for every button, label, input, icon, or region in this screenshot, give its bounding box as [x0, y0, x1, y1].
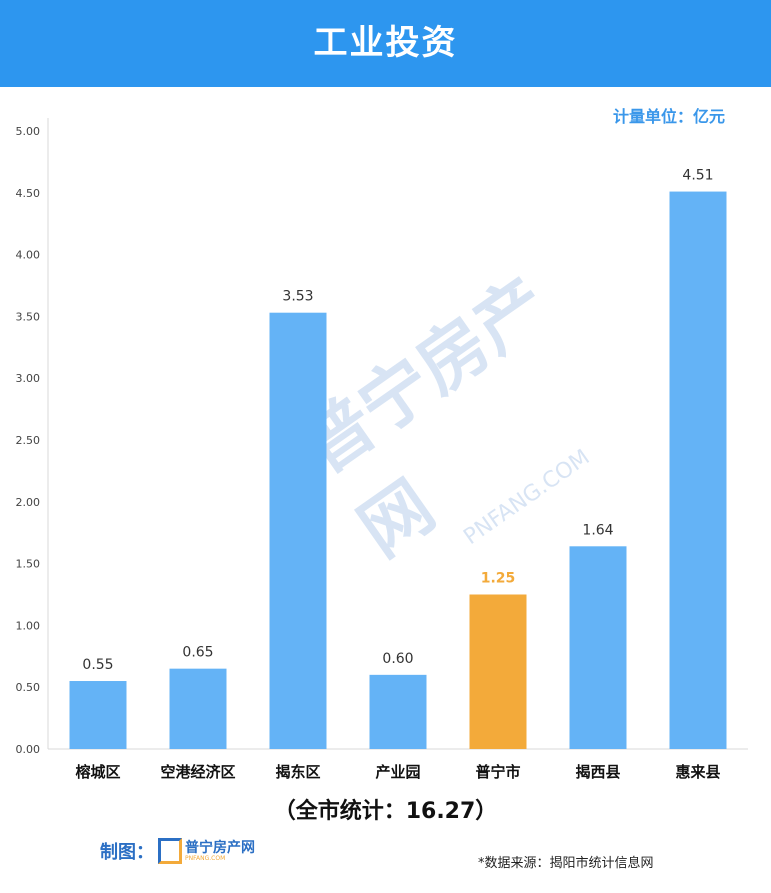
y-tick-label: 4.00 — [16, 249, 41, 262]
pnfang-logo: 普宁房产网 PNFANG.COM — [158, 838, 255, 864]
y-tick-label: 0.00 — [16, 743, 41, 756]
logo-text: 普宁房产网 — [185, 839, 255, 856]
x-tick-label: 揭西县 — [575, 763, 620, 781]
data-label: 0.60 — [382, 651, 413, 667]
bar — [469, 594, 527, 749]
bar — [269, 312, 327, 749]
data-label: 1.64 — [582, 522, 613, 538]
bar — [369, 674, 427, 749]
house-logo-icon — [158, 838, 182, 864]
maker: 制图： 普宁房产网 PNFANG.COM — [100, 838, 255, 864]
y-tick-label: 4.50 — [16, 187, 41, 200]
logo-sub: PNFANG.COM — [185, 854, 226, 862]
x-tick-label: 榕城区 — [75, 763, 120, 781]
y-tick-label: 3.50 — [16, 310, 41, 323]
y-tick-label: 1.00 — [16, 619, 41, 632]
data-label: 0.55 — [82, 657, 113, 673]
y-tick-label: 0.50 — [16, 681, 41, 694]
y-tick-label: 2.00 — [16, 496, 41, 509]
total-label: （全市统计：16.27） — [273, 799, 498, 824]
bar-chart: 0.00 0.50 1.00 1.50 2.00 2.50 3.00 3.50 4.00 4.50… — [16, 118, 748, 781]
data-label: 0.65 — [182, 645, 213, 661]
data-label: 4.51 — [682, 168, 713, 184]
y-tick-label: 2.50 — [16, 434, 41, 447]
data-label: 3.53 — [282, 289, 313, 305]
bar — [169, 668, 227, 749]
x-tick-label: 揭东区 — [275, 763, 320, 781]
x-tick-label: 产业园 — [375, 763, 420, 781]
bar — [69, 681, 127, 749]
unit-label: 计量单位：亿元 — [612, 107, 725, 126]
x-tick-label: 空港经济区 — [160, 763, 235, 781]
y-tick-label: 3.00 — [16, 372, 41, 385]
y-tick-label: 1.50 — [16, 558, 41, 571]
y-tick-label: 5.00 — [16, 125, 41, 138]
bar — [569, 546, 627, 749]
x-tick-label: 惠来县 — [675, 763, 720, 781]
chart-title: 工业投资 — [0, 0, 771, 87]
data-label: 1.25 — [481, 571, 516, 587]
maker-label: 制图： — [100, 842, 154, 863]
data-source: *数据来源：揭阳市统计信息网 — [478, 856, 654, 871]
bar — [669, 191, 727, 750]
x-tick-label: 普宁市 — [475, 763, 520, 781]
